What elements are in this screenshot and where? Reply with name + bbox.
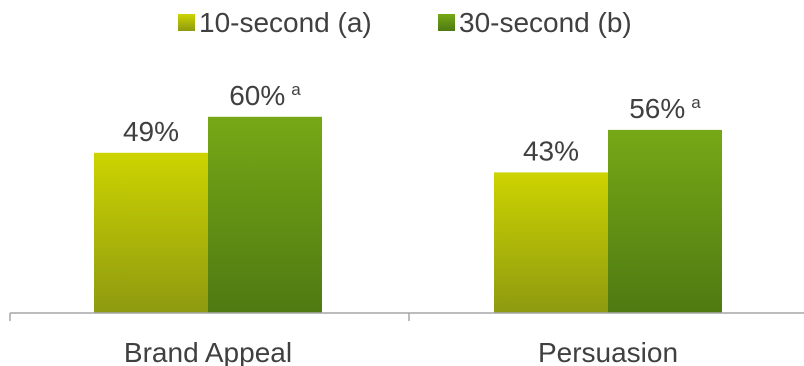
- value-label-persuasion-30-second-b: 56% a: [629, 93, 701, 124]
- legend: 10-second (a) 30-second (b): [178, 7, 632, 38]
- value-label-brand-appeal-10-second-a: 49%: [123, 116, 179, 147]
- category-label-brand-appeal: Brand Appeal: [124, 337, 292, 366]
- bar-brand-appeal-30-second-b: [208, 116, 322, 313]
- legend-item-10-second-a: 10-second (a): [178, 7, 372, 38]
- significance-marker: a: [691, 93, 701, 112]
- legend-item-30-second-b: 30-second (b): [438, 7, 632, 38]
- bar-brand-appeal-10-second-a: [94, 152, 208, 313]
- bars-group: 49% 60% a 43% 56% a: [94, 80, 722, 313]
- legend-swatch: [178, 14, 195, 31]
- legend-label: 30-second (b): [459, 7, 632, 38]
- bar-persuasion-10-second-a: [494, 172, 608, 313]
- legend-swatch: [438, 14, 455, 31]
- value-label-brand-appeal-30-second-b: 60% a: [229, 80, 301, 111]
- significance-marker: a: [291, 80, 301, 99]
- legend-label: 10-second (a): [199, 7, 372, 38]
- value-label-persuasion-10-second-a: 43%: [523, 135, 579, 166]
- category-label-persuasion: Persuasion: [538, 337, 678, 366]
- bar-persuasion-30-second-b: [608, 129, 722, 313]
- x-axis: Brand Appeal Persuasion: [9, 312, 804, 366]
